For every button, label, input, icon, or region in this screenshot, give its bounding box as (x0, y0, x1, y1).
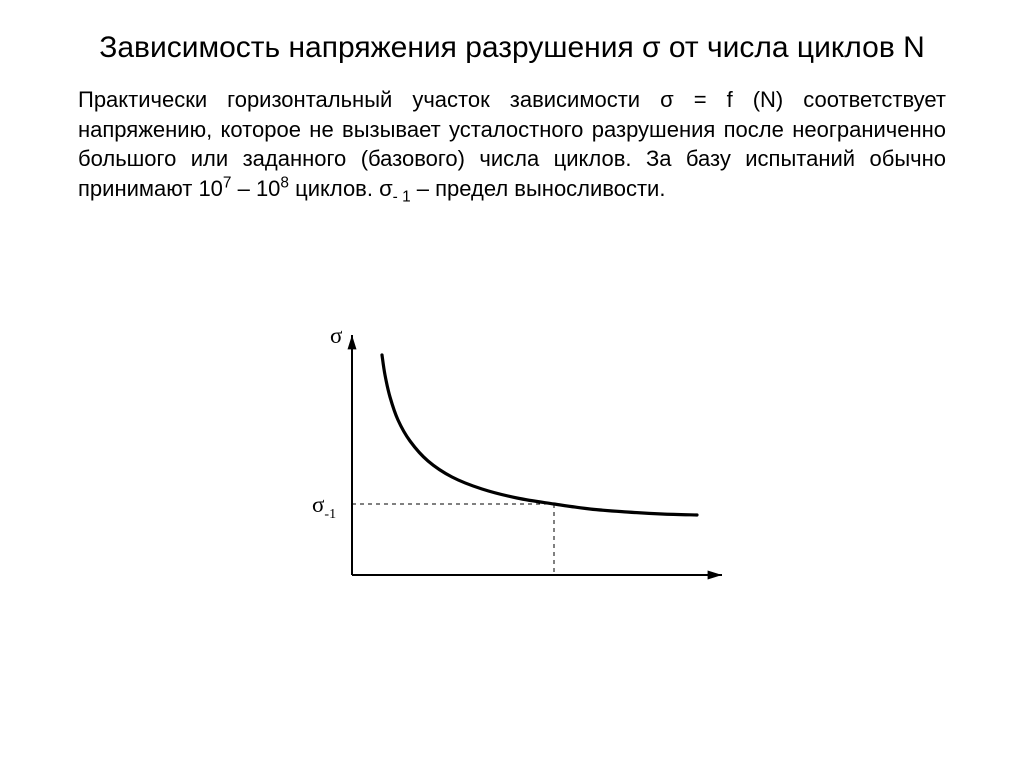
para-span-3: циклов. σ (289, 176, 393, 201)
fatigue-curve-chart: σ σ-1 (282, 315, 742, 615)
page-title: Зависимость напряжения разрушения σ от ч… (78, 28, 946, 67)
para-span-2: – 10 (231, 176, 280, 201)
exponent-2: 8 (280, 175, 289, 192)
body-paragraph: Практически горизонтальный участок завис… (78, 85, 946, 204)
svg-text:σ: σ (330, 323, 343, 348)
para-span-4: – предел выносливости. (411, 176, 666, 201)
svg-text:σ-1: σ-1 (312, 492, 336, 522)
